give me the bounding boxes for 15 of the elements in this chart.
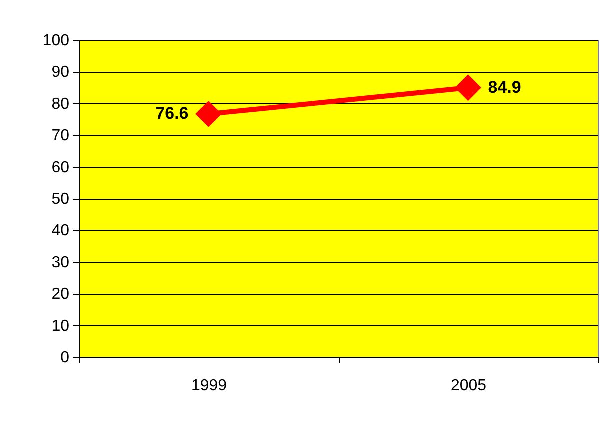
y-tick-label: 100	[42, 32, 70, 50]
y-tick-label: 10	[52, 318, 70, 335]
y-tick-label: 20	[52, 286, 70, 304]
y-tick-label: 50	[52, 191, 70, 208]
x-tick-label: 1999	[191, 378, 228, 394]
data-label: 76.6	[156, 104, 189, 124]
y-tick-label: 40	[52, 222, 70, 240]
y-tick-label: 90	[52, 64, 70, 82]
y-tick-label: 60	[52, 159, 70, 176]
data-label: 84.9	[488, 78, 522, 97]
x-tick-label: 2005	[450, 378, 487, 394]
y-tick-label: 0	[60, 350, 70, 366]
y-tick-label: 70	[52, 128, 70, 145]
y-tick-label: 80	[52, 96, 70, 113]
y-tick-label: 30	[52, 254, 70, 272]
